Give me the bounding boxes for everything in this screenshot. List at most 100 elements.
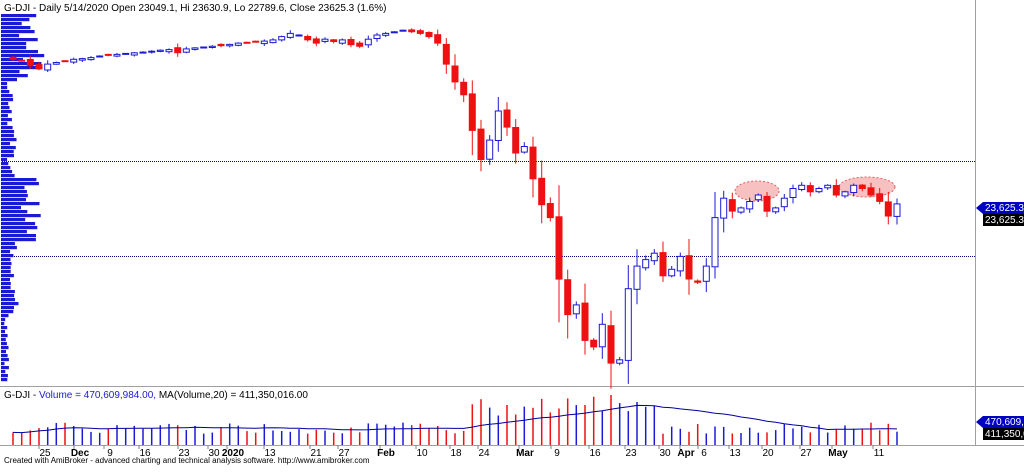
candle [96, 55, 104, 58]
candle-body-up [165, 49, 173, 53]
profile-bar [1, 330, 5, 334]
candle-body-down [503, 109, 511, 128]
profile-bar [1, 242, 15, 246]
footer-credit: Created with AmiBroker - advanced charti… [4, 456, 370, 465]
profile-bar [1, 90, 10, 94]
x-tick-label: May [828, 448, 848, 459]
candle [772, 206, 780, 214]
candle-body-down [408, 29, 416, 33]
candle [503, 102, 511, 136]
candle [286, 30, 294, 39]
candle-body-down [806, 185, 814, 193]
candle-body-up [494, 110, 502, 141]
profile-bar [1, 266, 11, 270]
candle [520, 142, 528, 154]
candle [18, 59, 26, 62]
candle-body-down [607, 325, 615, 364]
x-tick-label: 30 [208, 448, 220, 459]
x-tick-label: 11 [874, 448, 885, 459]
candle [720, 190, 728, 233]
candle [815, 186, 823, 194]
candle [824, 184, 832, 190]
profile-bar [1, 374, 8, 378]
candle-body-up [390, 31, 398, 34]
candle-body-up [520, 146, 528, 153]
candle-body-down [26, 58, 34, 67]
candle [867, 182, 875, 198]
candle [538, 160, 546, 224]
profile-bar [1, 82, 8, 86]
candle-body-down [18, 59, 26, 62]
x-tick-label: Mar [516, 448, 534, 459]
profile-bar [1, 282, 11, 286]
candle [182, 46, 190, 54]
profile-bar [1, 166, 11, 170]
candle-body-down [174, 47, 182, 54]
candle-body-up [260, 40, 268, 45]
candle-body-down [451, 65, 459, 83]
candle-body-up [850, 184, 858, 194]
candle-body-down [763, 195, 771, 212]
candle [806, 182, 814, 197]
candle [832, 179, 840, 198]
candle [78, 57, 86, 62]
profile-bar [1, 334, 8, 338]
candle-body-down [61, 60, 69, 63]
profile-bar [1, 142, 10, 146]
x-tick-label: 18 [450, 448, 462, 459]
candle [702, 258, 710, 293]
candle-body-up [156, 49, 164, 52]
profile-bar [1, 70, 20, 74]
candle-body-down [9, 56, 17, 60]
price-tag-2: 23,625.3 [985, 215, 1024, 226]
candle-body-up [182, 48, 190, 53]
candle-body-down [347, 39, 355, 46]
candle [44, 60, 52, 72]
x-axis-ticks: 25 Dec 9 16 23 30 2020 13 21 27 Feb 10 18 24 Mar 9 16 23 3… [38, 445, 885, 459]
candle-body-down [35, 64, 43, 70]
candle [52, 61, 60, 65]
x-tick-label: 27 [338, 448, 350, 459]
profile-bar [1, 158, 8, 162]
candle-body-up [737, 207, 745, 213]
candle-body-down [659, 252, 667, 277]
candle [243, 41, 251, 44]
x-tick-label: 27 [800, 448, 812, 459]
candle-body-down [304, 36, 312, 41]
candle-body-up [624, 288, 632, 361]
candle-body-up [572, 304, 580, 315]
x-tick-label: 20 [762, 448, 774, 459]
candle-body-down [416, 30, 424, 34]
profile-bar [1, 150, 14, 154]
candle-body-down [538, 177, 546, 206]
volume-profile [1, 14, 45, 382]
candle-body-down [564, 279, 572, 316]
candle-body-up [780, 197, 788, 208]
profile-bar [1, 342, 7, 346]
profile-bar [1, 66, 39, 70]
candle [312, 36, 320, 47]
price-tag-2-bg [983, 214, 1024, 226]
candle [685, 239, 693, 295]
candle-body-down [884, 201, 892, 217]
candle [174, 43, 182, 57]
profile-bar [1, 338, 6, 342]
candle [607, 310, 615, 389]
candle-body-up [364, 38, 372, 46]
profile-bar [1, 206, 21, 210]
candle [676, 252, 684, 277]
candle-body-down [460, 81, 468, 96]
x-tick-label: 2020 [222, 448, 245, 459]
ma-tag: 411,350,0 [985, 429, 1024, 440]
candle [555, 185, 563, 323]
candle [694, 279, 702, 285]
profile-bar [1, 182, 39, 186]
x-tick-label: 9 [107, 448, 113, 459]
price-header: G-DJI - Daily 5/14/2020 Open 23049.1, Hi… [4, 3, 386, 14]
candle [841, 190, 849, 199]
candle-body-down [529, 146, 537, 180]
volume-header-ma: MA(Volume,20) = 411,350,016.00 [159, 390, 309, 401]
volume-header: G-DJI - Volume = 470,609,984.00, MA(Volu… [4, 390, 308, 401]
profile-bar [1, 190, 27, 194]
